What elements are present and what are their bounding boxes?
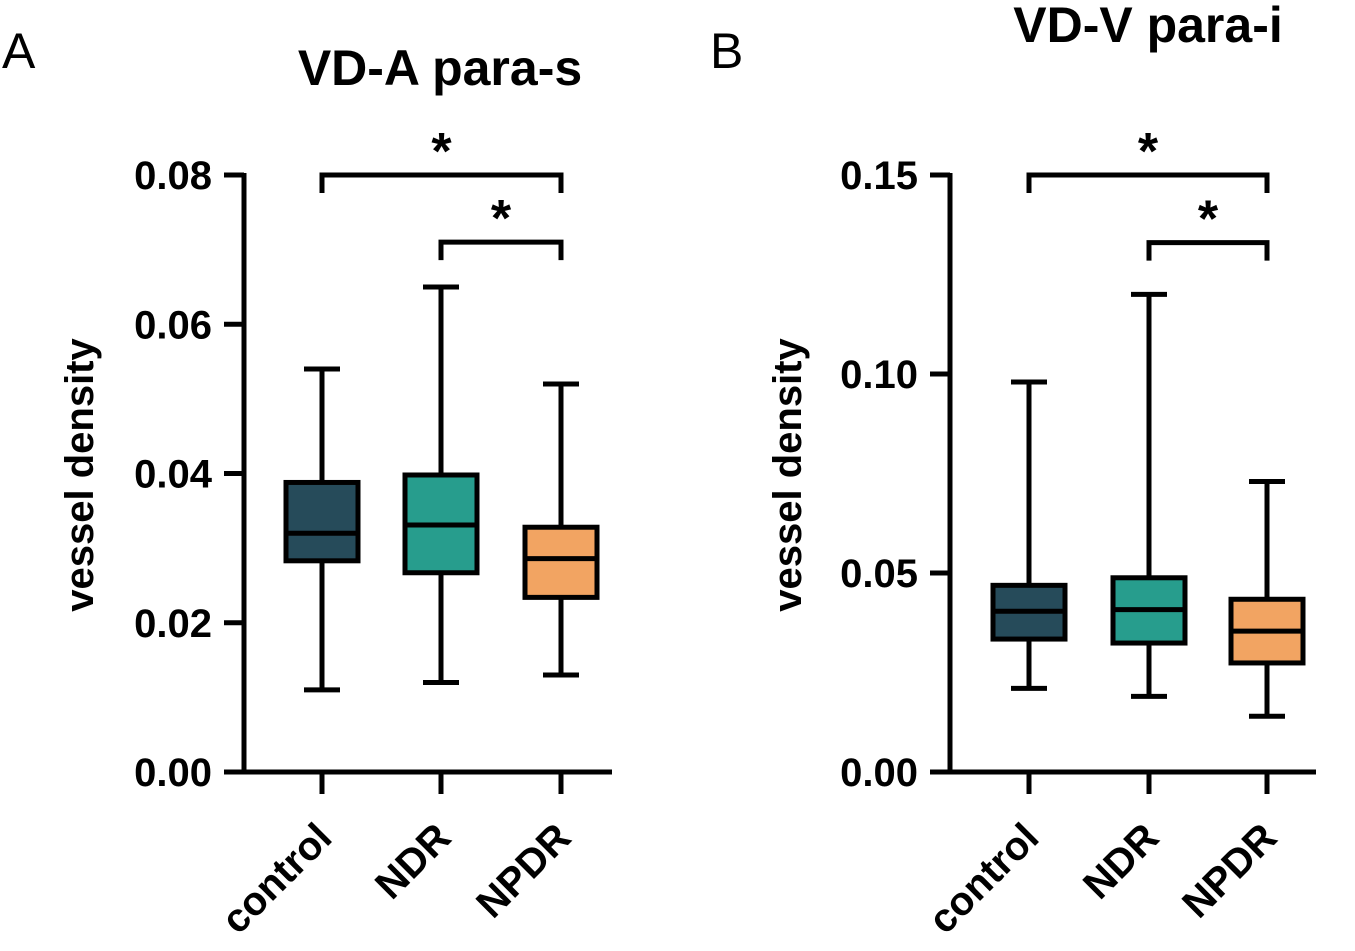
x-tick-label-control: control bbox=[920, 815, 1047, 942]
y-axis-label-b: vessel density bbox=[766, 338, 810, 612]
chart-title-b: VD-V para-i bbox=[1013, 0, 1283, 53]
x-tick-label-npdr: NPDR bbox=[1174, 815, 1285, 926]
chart-title-a: VD-A para-s bbox=[298, 40, 582, 96]
significance-star-b: * bbox=[1198, 191, 1219, 249]
significance-bracket-b bbox=[1146, 240, 1270, 261]
y-tick-label-a: 0.02 bbox=[134, 602, 212, 646]
panel-b: B VD-V para-i vessel density 0.00 0.05 0.1… bbox=[710, 0, 1316, 942]
significance-bracket-a bbox=[438, 239, 564, 261]
x-tick-label-control: control bbox=[213, 815, 340, 942]
y-tick-label-a: 0.00 bbox=[134, 751, 212, 795]
panel-letter-a: A bbox=[2, 23, 36, 79]
y-tick-label-a: 0.06 bbox=[134, 303, 212, 347]
y-tick-label-b: 0.10 bbox=[840, 353, 918, 397]
significance-bracket-b bbox=[1026, 172, 1270, 193]
x-tick-label-npdr: NPDR bbox=[468, 815, 579, 926]
box-control bbox=[283, 479, 361, 564]
y-tick-label-b: 0.00 bbox=[840, 751, 918, 795]
plot-area-b: 0.00 0.05 0.10 0.15 control NDR NPDR * * bbox=[840, 123, 1316, 942]
significance-bracket-a bbox=[319, 172, 564, 193]
significance-star-b: * bbox=[1138, 123, 1159, 181]
x-tick-label-ndr: NDR bbox=[1075, 815, 1167, 907]
y-tick-label-b: 0.05 bbox=[840, 552, 918, 596]
plot-area-a: 0.00 0.02 0.04 0.06 0.08 control NDR NPDR * * bbox=[134, 123, 612, 942]
significance-star-a: * bbox=[431, 123, 452, 181]
y-tick-label-a: 0.08 bbox=[134, 154, 212, 198]
y-tick-label-a: 0.04 bbox=[134, 453, 213, 497]
x-tick-label-ndr: NDR bbox=[367, 815, 459, 907]
y-axis-label-a: vessel density bbox=[58, 338, 102, 612]
panel-a: A VD-A para-s vessel density 0.000.020.0… bbox=[2, 23, 612, 942]
box-npdr bbox=[522, 524, 600, 600]
y-tick-label-b: 0.15 bbox=[840, 154, 918, 198]
significance-star-a: * bbox=[491, 190, 512, 248]
panel-letter-b: B bbox=[710, 23, 743, 79]
